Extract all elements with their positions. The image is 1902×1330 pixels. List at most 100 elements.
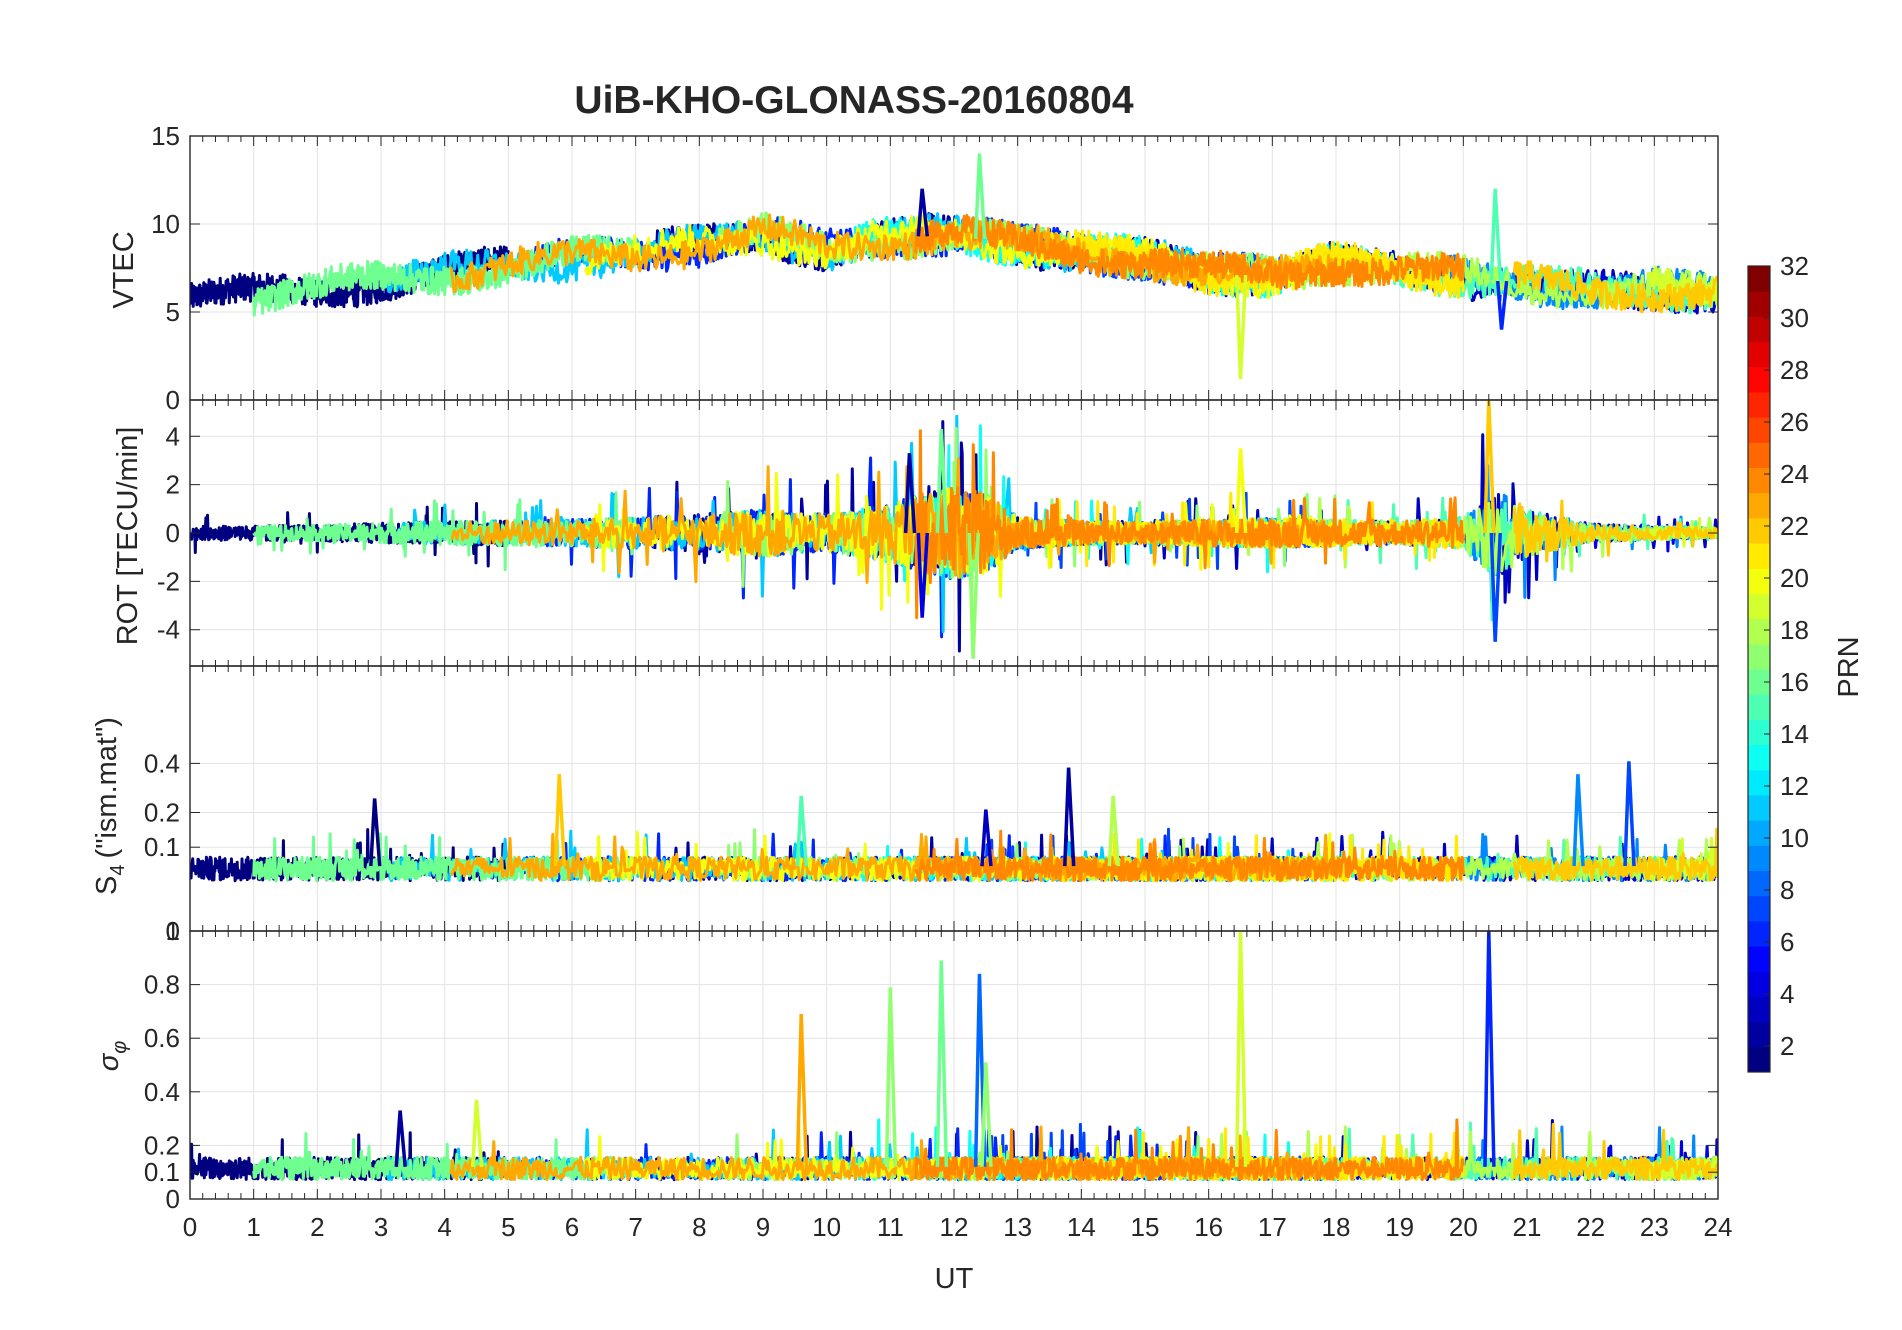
colorbar-tick-label: 2 [1780, 1031, 1794, 1061]
colorbar-segment [1748, 971, 1770, 997]
xtick-label: 12 [940, 1212, 969, 1242]
ytick-label: 0.1 [144, 832, 180, 862]
spike-feature [1489, 188, 1503, 281]
colorbar-segment [1748, 366, 1770, 393]
spike-feature [903, 453, 917, 534]
s4-ylabel: S4 ("ism.mat") [91, 717, 129, 895]
colorbar-segment [1748, 845, 1770, 871]
colorbar-segment [1748, 895, 1770, 922]
spike-feature [980, 809, 993, 867]
xtick-label: 9 [756, 1212, 770, 1242]
prn-trace [252, 1132, 638, 1182]
xtick-label: 8 [692, 1212, 706, 1242]
colorbar-segment [1748, 291, 1770, 317]
ytick-label: 0 [166, 385, 180, 415]
colorbar-tick-label: 10 [1780, 823, 1809, 853]
prn-trace [449, 832, 1338, 883]
xtick-label: 10 [812, 1212, 841, 1242]
xtick-label: 19 [1385, 1212, 1414, 1242]
ytick-label: -4 [157, 615, 180, 645]
s4-ylabel-main: S [91, 876, 123, 895]
prn-trace [1512, 827, 1718, 883]
rot-ylabel: ROT [TECU/min] [112, 427, 144, 646]
spike-feature [369, 798, 382, 867]
colorbar-segment [1748, 492, 1770, 519]
spike-feature [935, 960, 949, 1167]
ytick-label: 0 [166, 916, 180, 946]
colorbar-segment [1748, 568, 1770, 594]
spike-feature [1495, 280, 1509, 330]
colorbar-segment [1748, 543, 1770, 569]
ytick-label: 15 [151, 121, 180, 151]
xtick-label: 18 [1322, 1212, 1351, 1242]
ytick-label: 0 [166, 518, 180, 548]
spike-feature [1234, 448, 1248, 534]
ytick-label: 0.8 [144, 970, 180, 1000]
colorbar-segment [1748, 417, 1770, 443]
colorbar-segment [1748, 946, 1770, 972]
colorbar-segment [1748, 593, 1770, 620]
colorbar-tick-label: 16 [1780, 667, 1809, 697]
colorbar-label: PRN [1833, 636, 1865, 697]
prn-trace [914, 829, 1465, 883]
colorbar-segment [1748, 870, 1770, 897]
ytick-label: 0.4 [144, 1077, 180, 1107]
colorbar-tick-label: 32 [1780, 251, 1809, 281]
spike-feature [394, 1110, 407, 1167]
x-minor-ticks [189, 931, 1719, 1199]
ytick-label: 4 [166, 421, 180, 451]
xtick-label: 11 [877, 1212, 904, 1242]
xtick-label: 0 [183, 1212, 197, 1242]
colorbar-tick-label: 6 [1780, 927, 1794, 957]
spike-feature [795, 1014, 809, 1167]
colorbar-segment [1748, 517, 1770, 544]
xtick-label: 6 [565, 1212, 579, 1242]
colorbar-segment [1748, 820, 1770, 846]
colorbar-segment [1748, 794, 1770, 821]
colorbar-tick-label: 14 [1780, 719, 1809, 749]
colorbar-segment [1748, 694, 1770, 720]
sigma-ylabel: σφ [93, 1041, 131, 1072]
x-minor-ticks [189, 136, 1719, 400]
colorbar-tick-label: 18 [1780, 615, 1809, 645]
ytick-label: 0.6 [144, 1023, 180, 1053]
xtick-label: 14 [1067, 1212, 1096, 1242]
spike-feature [884, 987, 898, 1167]
x-minor-ticks [189, 400, 1719, 666]
xtick-label: 21 [1513, 1212, 1542, 1242]
spike-feature [916, 188, 930, 237]
traces [190, 761, 1718, 883]
prn-trace [914, 1118, 1465, 1182]
xtick-label: 2 [310, 1212, 324, 1242]
xtick-label: 22 [1576, 1212, 1605, 1242]
colorbar-tick-label: 8 [1780, 875, 1794, 905]
vtec-ylabel: VTEC [108, 231, 140, 308]
colorbar-tick-label: 24 [1780, 459, 1809, 489]
chart-title: UiB-KHO-GLONASS-20160804 [574, 79, 1133, 122]
spike-feature [967, 532, 980, 659]
prn-trace [449, 213, 1338, 293]
colorbar-segment [1748, 391, 1770, 418]
xtick-label: 17 [1258, 1212, 1287, 1242]
prn-trace [1512, 260, 1718, 314]
xtick-label: 1 [246, 1212, 260, 1242]
xtick-label: 20 [1449, 1212, 1478, 1242]
ytick-label: 0.2 [144, 1130, 180, 1160]
spike-feature [1483, 400, 1496, 534]
spike-feature [1063, 767, 1076, 867]
colorbar-segment [1748, 1046, 1770, 1073]
colorbar-segment [1748, 643, 1770, 670]
traces [190, 400, 1718, 659]
ytick-label: 1 [166, 916, 180, 946]
x-axis-label: UT [935, 1263, 974, 1295]
s4-ylabel-rest: ("ism.mat") [91, 717, 123, 858]
x-minor-ticks [189, 666, 1719, 931]
prn-trace [1512, 499, 1718, 563]
sigma-ylabel-sub: φ [109, 1041, 131, 1054]
xtick-label: 24 [1704, 1212, 1733, 1242]
spike-feature [1623, 761, 1636, 867]
xtick-label: 3 [374, 1212, 388, 1242]
sigma-phi-panel: 00.10.20.40.60.810 1 2 3 4 5 6 7 8 9 10 11 12 13 14 15 1… [144, 916, 1733, 1242]
